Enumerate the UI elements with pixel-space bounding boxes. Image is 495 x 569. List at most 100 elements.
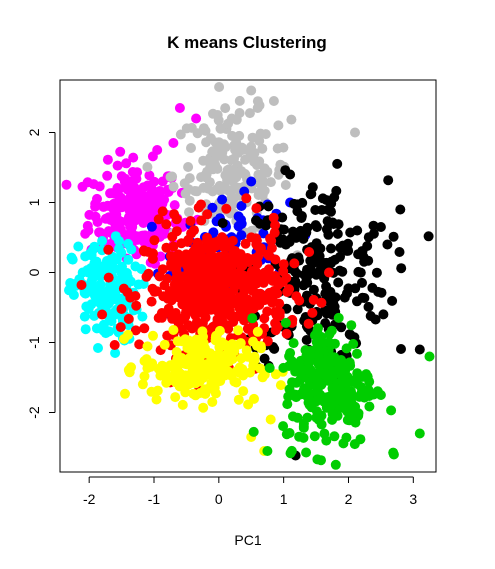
data-point-cluster-7 xyxy=(120,388,130,399)
data-point-cluster-4 xyxy=(388,231,399,242)
data-point-cluster-7 xyxy=(190,390,201,401)
data-point-cluster-7 xyxy=(238,386,249,397)
data-point-cluster-6 xyxy=(213,317,224,328)
data-point-cluster-2 xyxy=(228,184,239,195)
data-point-cluster-5 xyxy=(98,301,109,312)
data-point-cluster-6 xyxy=(221,203,232,214)
data-point-cluster-8 xyxy=(345,386,356,397)
data-point-cluster-5 xyxy=(110,348,121,358)
data-point-cluster-4 xyxy=(331,185,342,196)
data-point-cluster-6 xyxy=(130,325,141,336)
data-point-cluster-4 xyxy=(296,213,307,223)
data-point-cluster-4 xyxy=(320,318,331,329)
data-point-cluster-1 xyxy=(90,211,101,222)
data-point-cluster-7 xyxy=(148,330,158,341)
data-point-cluster-6 xyxy=(236,294,247,305)
data-point-cluster-1 xyxy=(142,180,153,191)
data-point-cluster-7 xyxy=(252,326,263,337)
data-point-cluster-2 xyxy=(198,123,209,134)
data-point-cluster-4 xyxy=(332,228,343,239)
data-point-cluster-1 xyxy=(98,201,109,212)
data-point-cluster-1 xyxy=(168,138,179,148)
data-point-cluster-6 xyxy=(116,304,127,314)
data-point-cluster-2 xyxy=(230,145,241,155)
data-point-cluster-2 xyxy=(179,178,190,189)
data-point-cluster-6 xyxy=(250,295,260,305)
data-point-cluster-8 xyxy=(346,320,357,331)
data-point-cluster-7 xyxy=(197,326,208,337)
data-point-cluster-1 xyxy=(112,189,122,200)
data-point-cluster-2 xyxy=(200,169,211,180)
data-point-cluster-4 xyxy=(363,301,374,312)
data-point-cluster-6 xyxy=(223,277,234,288)
data-point-cluster-8 xyxy=(298,421,309,432)
data-point-cluster-6 xyxy=(156,312,167,323)
data-point-cluster-2 xyxy=(240,154,251,165)
data-point-cluster-5 xyxy=(73,241,84,252)
data-point-cluster-6 xyxy=(139,323,150,334)
data-point-cluster-7 xyxy=(229,376,240,387)
data-point-cluster-7 xyxy=(180,380,191,391)
data-point-cluster-6 xyxy=(184,263,195,274)
data-point-cluster-6 xyxy=(109,340,120,350)
data-point-cluster-6 xyxy=(281,328,292,339)
data-point-cluster-1 xyxy=(169,200,180,211)
data-point-cluster-3 xyxy=(217,194,228,205)
data-point-cluster-8 xyxy=(329,431,340,442)
data-point-cluster-6 xyxy=(103,244,114,255)
data-point-cluster-6 xyxy=(130,291,141,301)
data-point-cluster-6 xyxy=(175,282,186,293)
data-point-cluster-4 xyxy=(414,344,425,355)
data-point-cluster-6 xyxy=(239,276,250,287)
data-point-cluster-5 xyxy=(79,311,90,322)
data-point-cluster-8 xyxy=(327,366,338,377)
data-point-cluster-1 xyxy=(61,179,72,190)
data-point-cluster-6 xyxy=(170,308,181,318)
data-point-cluster-6 xyxy=(161,219,172,230)
data-point-cluster-7 xyxy=(265,414,276,425)
data-point-cluster-7 xyxy=(123,329,133,340)
data-point-cluster-2 xyxy=(259,163,270,174)
data-point-cluster-8 xyxy=(414,428,425,439)
data-point-cluster-6 xyxy=(262,306,273,317)
data-point-cluster-6 xyxy=(169,209,180,220)
data-point-cluster-8 xyxy=(304,389,315,400)
data-point-cluster-8 xyxy=(282,399,293,410)
data-point-cluster-8 xyxy=(325,391,336,402)
data-point-cluster-2 xyxy=(214,82,225,92)
data-point-cluster-7 xyxy=(229,346,240,357)
data-point-cluster-8 xyxy=(312,385,323,396)
data-point-cluster-8 xyxy=(348,339,359,349)
data-point-cluster-5 xyxy=(116,293,127,304)
data-point-cluster-1 xyxy=(110,219,121,230)
data-point-cluster-2 xyxy=(191,186,202,197)
data-point-cluster-4 xyxy=(383,175,394,186)
y-axis: -2 -1 0 1 2 xyxy=(26,128,56,419)
data-point-cluster-2 xyxy=(222,175,233,186)
x-axis: -2 -1 0 1 2 3 xyxy=(83,476,417,507)
data-point-cluster-6 xyxy=(243,253,254,264)
data-point-cluster-2 xyxy=(183,162,194,172)
data-point-cluster-8 xyxy=(363,384,374,395)
data-point-cluster-7 xyxy=(142,341,153,352)
data-point-cluster-2 xyxy=(216,183,227,194)
y-tick-label: 0 xyxy=(26,268,42,276)
data-point-cluster-1 xyxy=(77,181,88,192)
data-point-cluster-7 xyxy=(217,337,228,348)
data-point-cluster-6 xyxy=(118,283,129,294)
data-point-cluster-6 xyxy=(200,306,211,317)
data-point-cluster-2 xyxy=(260,129,271,140)
data-point-cluster-7 xyxy=(168,325,179,335)
data-point-cluster-8 xyxy=(375,390,386,400)
data-point-cluster-4 xyxy=(326,243,336,254)
data-point-cluster-6 xyxy=(177,299,188,310)
data-point-cluster-1 xyxy=(119,176,130,187)
data-point-cluster-3 xyxy=(146,221,157,232)
data-point-cluster-5 xyxy=(66,252,77,263)
data-point-cluster-8 xyxy=(278,421,289,432)
data-point-cluster-8 xyxy=(278,362,289,373)
data-point-cluster-2 xyxy=(228,193,239,204)
data-point-cluster-6 xyxy=(233,257,244,268)
data-point-cluster-6 xyxy=(272,288,283,299)
data-point-cluster-6 xyxy=(167,231,178,242)
